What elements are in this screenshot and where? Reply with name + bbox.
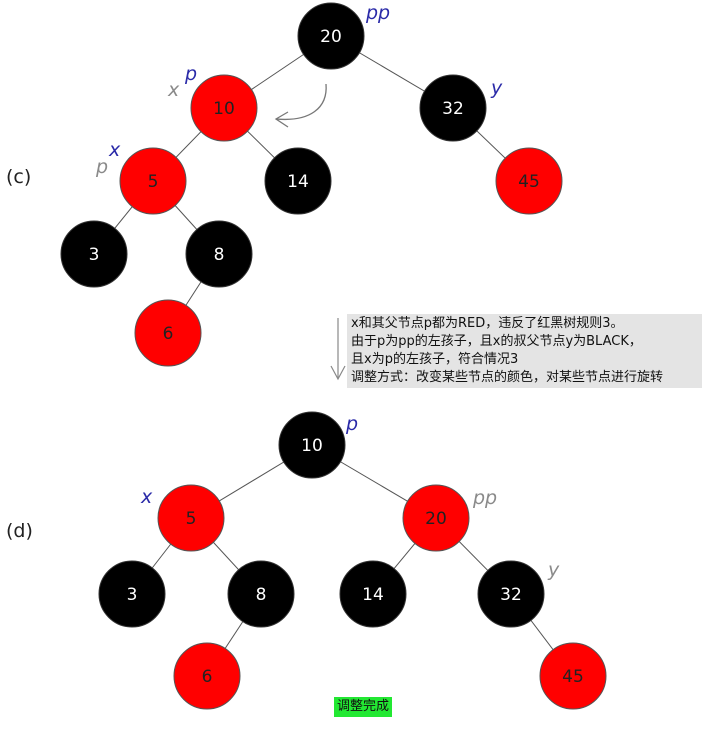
node-c-3: 3 — [60, 220, 128, 288]
node-c-32-label: 32 — [442, 99, 464, 119]
label-d-y: y — [547, 559, 560, 581]
node-c-8-label: 8 — [214, 245, 225, 265]
node-c-5-label: 5 — [148, 172, 159, 192]
node-c-14: 14 — [264, 147, 332, 215]
node-c-6-circle — [134, 299, 202, 367]
label-d-x: x — [140, 486, 153, 508]
node-d-14: 14 — [339, 560, 407, 628]
label-d-p: p — [345, 413, 358, 435]
node-c-20-label: 20 — [320, 27, 342, 47]
node-d-8: 8 — [227, 560, 295, 628]
node-d-14-label: 14 — [362, 585, 384, 605]
label-d-pp: pp — [472, 487, 497, 509]
node-c-6: 6 — [134, 299, 202, 367]
note-line-4: 调整方式：改变某些节点的颜色，对某些节点进行旋转 — [351, 370, 664, 385]
node-d-6: 6 — [173, 642, 241, 710]
node-d-45: 45 — [539, 642, 607, 710]
done-label: 调整完成 — [334, 697, 393, 717]
label-c-pp: pp — [365, 2, 390, 24]
node-d-14-circle — [339, 560, 407, 628]
node-c-14-label: 14 — [287, 172, 309, 192]
label-c-p-on-5: p — [95, 156, 108, 178]
node-c-32-circle — [419, 74, 487, 142]
rotation-arrow-curve — [275, 83, 327, 121]
node-c-14-circle — [264, 147, 332, 215]
node-d-8-circle — [227, 560, 295, 628]
node-d-45-label: 45 — [562, 667, 584, 687]
tree-c: 20 10 32 5 14 45 3 8 — [60, 2, 563, 367]
node-c-8-circle — [185, 220, 253, 288]
node-d-10-label: 10 — [301, 436, 323, 456]
node-c-20: 20 — [297, 2, 365, 70]
node-c-20-circle — [297, 2, 365, 70]
node-c-3-circle — [60, 220, 128, 288]
node-d-6-circle — [173, 642, 241, 710]
node-d-32-label: 32 — [500, 585, 522, 605]
node-c-5: 5 — [119, 147, 187, 215]
node-d-3: 3 — [98, 560, 166, 628]
node-d-20-label: 20 — [425, 509, 447, 529]
explanation-note: x和其父节点p都为RED，违反了红黑树规则3。 由于p为pp的左孩子，且x的叔父… — [347, 314, 702, 388]
note-line-1: x和其父节点p都为RED，违反了红黑树规则3。 — [351, 316, 624, 331]
node-c-45: 45 — [495, 147, 563, 215]
node-d-5-label: 5 — [186, 509, 197, 529]
node-c-45-label: 45 — [518, 172, 540, 192]
node-d-45-circle — [539, 642, 607, 710]
label-c-p-on-10: p — [184, 63, 197, 85]
tree-d: 10 5 20 3 8 14 32 6 — [98, 411, 607, 710]
node-c-3-label: 3 — [89, 245, 100, 265]
node-d-8-label: 8 — [256, 585, 267, 605]
node-c-8: 8 — [185, 220, 253, 288]
panel-label-c: (c) — [6, 166, 31, 188]
node-c-5-circle — [119, 147, 187, 215]
node-c-32: 32 — [419, 74, 487, 142]
node-c-10-circle — [190, 74, 258, 142]
node-d-5-circle — [157, 484, 225, 552]
note-line-3: 且x为p的左孩子，符合情况3 — [351, 352, 519, 367]
panel-label-d: (d) — [6, 520, 33, 542]
label-c-x-on-5: x — [108, 139, 121, 161]
node-c-45-circle — [495, 147, 563, 215]
node-d-32: 32 — [477, 560, 545, 628]
rotation-arrow-head — [274, 111, 289, 128]
note-line-2: 由于p为pp的左孩子，且x的叔父节点y为BLACK， — [351, 334, 642, 349]
node-c-10-label: 10 — [213, 99, 235, 119]
node-d-32-circle — [477, 560, 545, 628]
label-c-y: y — [490, 77, 503, 99]
node-c-6-label: 6 — [163, 324, 174, 344]
node-d-5: 5 — [157, 484, 225, 552]
down-arrow-head — [330, 365, 346, 381]
node-d-10-circle — [278, 411, 346, 479]
node-d-10: 10 — [278, 411, 346, 479]
node-d-3-label: 3 — [127, 585, 138, 605]
node-d-6-label: 6 — [202, 667, 213, 687]
tree-d-edges — [131, 444, 574, 677]
node-d-20: 20 — [402, 484, 470, 552]
node-c-10: 10 — [190, 74, 258, 142]
label-c-x-on-10: x — [167, 79, 180, 101]
down-arrow-icon — [330, 318, 346, 381]
node-d-3-circle — [98, 560, 166, 628]
rotation-arrow-icon — [274, 83, 327, 128]
node-d-20-circle — [402, 484, 470, 552]
